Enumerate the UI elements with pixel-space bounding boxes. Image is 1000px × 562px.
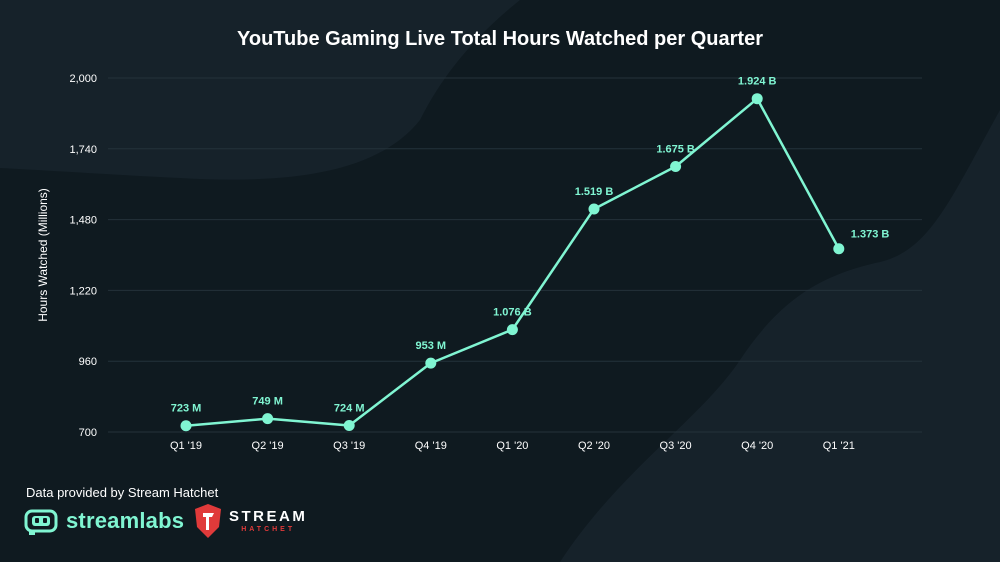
data-point[interactable] bbox=[751, 93, 763, 105]
data-label: 749 M bbox=[252, 396, 283, 408]
y-tick-label: 1,480 bbox=[69, 215, 97, 227]
x-tick-label: Q2 '20 bbox=[578, 440, 610, 452]
x-tick-label: Q3 '19 bbox=[333, 440, 365, 452]
data-point[interactable] bbox=[180, 420, 192, 432]
data-point[interactable] bbox=[588, 203, 600, 215]
data-point[interactable] bbox=[833, 243, 845, 255]
hatchet-shield-icon bbox=[195, 504, 221, 538]
stream-hatchet-logo: STREAM HATCHET bbox=[193, 503, 307, 539]
data-label: 1.519 B bbox=[575, 186, 614, 198]
y-tick-label: 1,220 bbox=[69, 285, 97, 297]
data-source-credit: Data provided by Stream Hatchet bbox=[26, 485, 219, 500]
series-hours-watched: 723 M 749 M 724 M 953 M 1.076 B 1.519 B 1.675 … bbox=[171, 76, 890, 432]
robot-face-icon bbox=[24, 509, 58, 535]
data-point[interactable] bbox=[343, 419, 355, 431]
data-label: 1.675 B bbox=[656, 144, 695, 156]
data-label: 1.924 B bbox=[738, 76, 777, 88]
y-tick-label: 2,000 bbox=[69, 73, 97, 85]
chart-title: YouTube Gaming Live Total Hours Watched … bbox=[237, 28, 763, 50]
hatchet-wordmark-stream: STREAM bbox=[229, 508, 308, 525]
data-point[interactable] bbox=[425, 357, 437, 369]
data-label: 953 M bbox=[416, 340, 447, 352]
x-tick-label: Q1 '20 bbox=[496, 440, 528, 452]
y-tick-label: 700 bbox=[79, 427, 97, 439]
y-tick-label: 960 bbox=[79, 356, 97, 368]
series-line bbox=[185, 97, 840, 427]
y-axis-title: Hours Watched (Millions) bbox=[36, 188, 50, 322]
data-label: 723 M bbox=[171, 403, 202, 415]
data-point[interactable] bbox=[506, 324, 518, 336]
data-label: 1.373 B bbox=[851, 229, 890, 241]
data-point[interactable] bbox=[262, 413, 274, 425]
data-label: 724 M bbox=[334, 402, 365, 414]
streamlabs-wordmark: streamlabs bbox=[66, 508, 185, 533]
x-tick-label: Q2 '19 bbox=[252, 440, 284, 452]
y-tick-label: 1,740 bbox=[69, 144, 97, 156]
data-point[interactable] bbox=[670, 161, 682, 172]
data-label: 1.076 B bbox=[493, 307, 532, 319]
x-tick-label: Q3 '20 bbox=[660, 440, 692, 452]
x-tick-label: Q1 '21 bbox=[823, 440, 855, 452]
x-tick-label: Q1 '19 bbox=[170, 440, 202, 452]
grid-lines bbox=[108, 77, 922, 433]
axes: 700 960 1,220 1,480 1,740 2,000 Q1 '19 Q2 '19 Q3… bbox=[69, 73, 854, 452]
x-tick-label: Q4 '20 bbox=[741, 440, 773, 452]
streamlabs-logo: streamlabs bbox=[24, 505, 184, 537]
x-tick-label: Q4 '19 bbox=[415, 440, 447, 452]
hatchet-wordmark-hatchet: HATCHET bbox=[241, 526, 296, 533]
